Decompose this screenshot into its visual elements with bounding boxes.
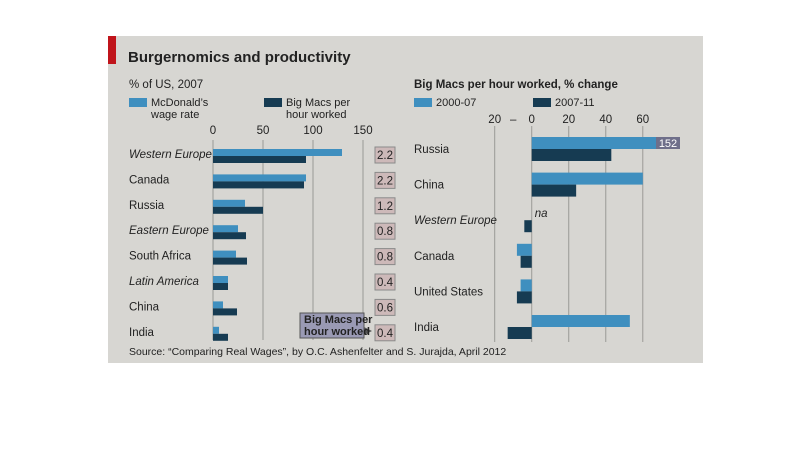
panel (108, 36, 703, 363)
x-tick-label: 60 (636, 114, 649, 126)
category-label: India (129, 327, 155, 339)
value-box-label: 2.2 (377, 175, 393, 187)
bar (213, 283, 228, 290)
bar (213, 199, 245, 207)
bar (213, 149, 342, 156)
value-box-label: 0.4 (377, 277, 394, 289)
annotation-arrow (364, 327, 372, 335)
value-box (374, 248, 396, 266)
bar (213, 333, 228, 341)
value-box (374, 222, 396, 240)
value-box (374, 324, 396, 342)
red-tag (108, 36, 116, 64)
value-box-label: 0.8 (377, 226, 393, 238)
category-label: United States (414, 286, 483, 298)
category-label: Western Europe (414, 215, 497, 227)
value-box (374, 171, 396, 189)
x-tick-label: 150 (353, 125, 372, 137)
legend-label: 2000-07 (436, 97, 476, 109)
bar (531, 137, 665, 149)
bar (213, 301, 223, 309)
legend-label: Big Macs per hour worked (286, 97, 351, 121)
value-box (374, 197, 396, 215)
bar (524, 220, 532, 233)
value-box (374, 273, 396, 291)
bar (213, 225, 238, 233)
category-label: Russia (414, 144, 450, 156)
bar (213, 181, 304, 189)
bar (531, 184, 577, 197)
category-label: Western Europe (129, 149, 212, 161)
category-label: Eastern Europe (129, 225, 209, 237)
x-tick-label: 20 (562, 114, 575, 126)
value-box (374, 146, 396, 164)
value-box (374, 298, 396, 316)
bar (516, 291, 532, 304)
overflow-box (656, 137, 680, 149)
chart-title: Burgernomics and productivity (128, 49, 351, 66)
subtitle: Big Macs per hour worked, % change (414, 79, 618, 91)
category-label: Canada (129, 174, 170, 186)
legend-label: 2007-11 (555, 97, 595, 109)
x-tick-label: 0 (210, 125, 216, 137)
bar (520, 255, 532, 268)
x-tick-label: 20 (488, 114, 501, 126)
category-label: Canada (414, 251, 455, 263)
bar (213, 232, 246, 240)
category-label: China (129, 301, 160, 313)
source: Source: “Comparing Real Wages”, by O.C. … (129, 346, 506, 358)
x-tick-label: 50 (257, 125, 270, 137)
x-tick-label: 0 (529, 114, 535, 126)
category-label: Latin America (129, 276, 199, 288)
x-tick-label: 40 (599, 114, 612, 126)
bar (213, 174, 306, 182)
bar (213, 206, 263, 214)
value-box-label: 1.2 (377, 201, 393, 213)
legend-label: McDonald’s wage rate (150, 97, 209, 121)
bar (213, 156, 306, 163)
bar (507, 327, 532, 339)
bar (213, 326, 219, 334)
category-label: South Africa (129, 251, 192, 263)
na-label: na (535, 208, 548, 220)
legend-swatch (264, 98, 282, 107)
value-box-label: 0.6 (377, 302, 393, 314)
legend-swatch (129, 98, 147, 107)
bar (531, 149, 612, 161)
bar (520, 279, 532, 292)
bar-value-label: 152 (659, 138, 677, 150)
annotation-box (299, 312, 365, 339)
bar (531, 172, 643, 185)
category-label: Russia (129, 200, 165, 212)
x-tick-label: 100 (303, 125, 322, 137)
legend-swatch (414, 98, 432, 107)
annotation: Big Macs per hour worked (304, 314, 373, 338)
category-label: China (414, 180, 445, 192)
bar (213, 250, 236, 258)
bar (213, 257, 247, 265)
bar (516, 243, 532, 256)
value-box-label: 0.4 (377, 328, 394, 340)
bar (531, 315, 630, 327)
category-label: India (414, 322, 440, 334)
value-box-label: 0.8 (377, 252, 393, 264)
value-box-label: 2.2 (377, 150, 393, 162)
minus-sign: – (510, 114, 517, 126)
bar (213, 308, 237, 316)
legend-swatch (533, 98, 551, 107)
bar (213, 276, 228, 283)
subtitle: % of US, 2007 (129, 79, 203, 91)
